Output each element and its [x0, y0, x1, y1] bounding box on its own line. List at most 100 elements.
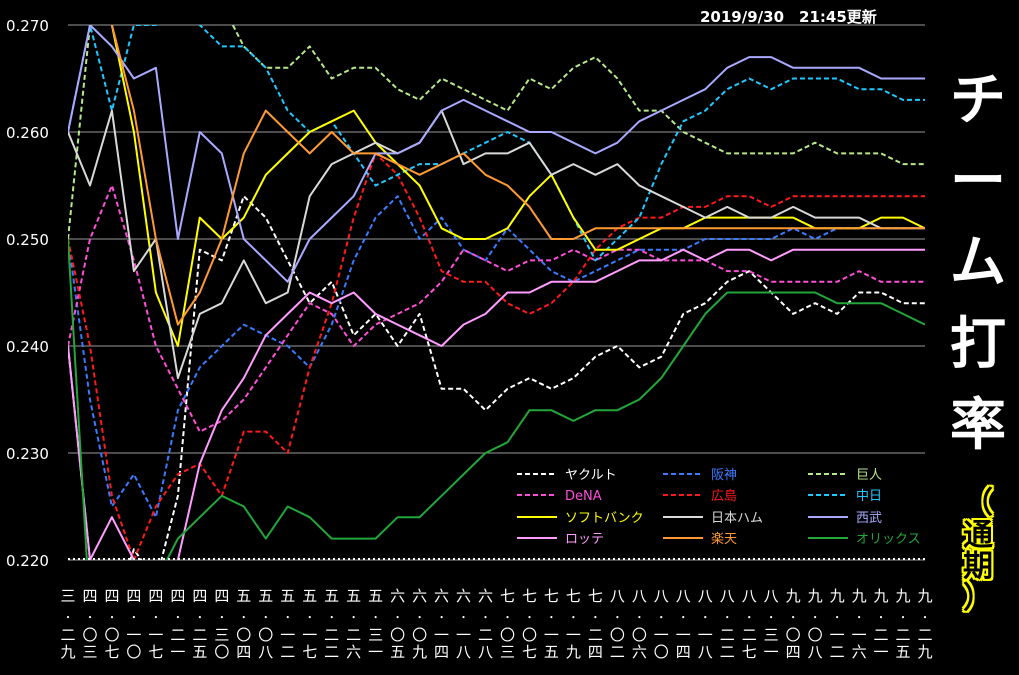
- axis-dot: [308, 558, 310, 560]
- axis-dot: [78, 558, 80, 560]
- axis-dot: [668, 558, 670, 560]
- x-tick-char: 三: [500, 643, 515, 661]
- x-tick-dot: ・: [876, 613, 886, 624]
- axis-dot: [523, 558, 525, 560]
- axis-dot: [183, 558, 185, 560]
- axis-dot: [693, 558, 695, 560]
- legend-item: DeNA: [517, 489, 602, 504]
- x-tick-char: 五: [302, 587, 317, 605]
- x-tick-char: 九: [808, 587, 823, 605]
- x-tick-char: 八: [676, 587, 691, 605]
- x-tick-label: 五・〇八: [258, 587, 273, 661]
- axis-dot: [628, 558, 630, 560]
- x-tick-label: 六・〇五: [390, 587, 405, 661]
- axis-dot: [68, 558, 70, 560]
- axis-dot: [858, 558, 860, 560]
- axis-dot: [893, 558, 895, 560]
- axis-dot: [533, 558, 535, 560]
- axis-dot: [698, 558, 700, 560]
- axis-dot: [263, 558, 265, 560]
- x-tick-dot: ・: [678, 613, 688, 624]
- series-line: [68, 152, 925, 560]
- x-tick-dot: ・: [744, 613, 754, 624]
- axis-dot: [788, 558, 790, 560]
- x-tick-char: 一: [434, 626, 449, 644]
- x-tick-label: 六・二八: [478, 587, 493, 661]
- axis-dot: [98, 558, 100, 560]
- axis-dot: [723, 558, 725, 560]
- x-tick-char: 九: [60, 643, 75, 661]
- legend-label: 広島: [711, 489, 737, 504]
- x-tick-char: 五: [368, 587, 383, 605]
- x-tick-dot: ・: [173, 613, 183, 624]
- axis-dot: [138, 558, 140, 560]
- axis-dot: [473, 558, 475, 560]
- x-tick-char: 二: [280, 643, 295, 661]
- x-tick-char: 八: [808, 643, 823, 661]
- chart-title: チ ー ム 打 率: [938, 60, 1018, 466]
- axis-dot: [438, 558, 440, 560]
- y-tick-label: 0.230: [6, 445, 49, 463]
- axis-dot: [268, 558, 270, 560]
- axis-dot: [443, 558, 445, 560]
- title-char: チ: [950, 68, 1006, 133]
- axis-dot: [413, 558, 415, 560]
- x-tick-label: 九・一六: [852, 587, 867, 661]
- axis-dot: [498, 558, 500, 560]
- x-tick-char: 九: [412, 643, 427, 661]
- x-tick-char: 二: [478, 626, 493, 644]
- x-tick-char: 一: [368, 643, 383, 661]
- x-tick-char: 七: [302, 643, 317, 661]
- x-tick-dot: ・: [788, 613, 798, 624]
- axis-dot: [188, 558, 190, 560]
- legend-item: 中日: [808, 489, 882, 504]
- x-tick-char: 〇: [82, 626, 97, 644]
- axis-dot: [923, 558, 925, 560]
- x-tick-dot: ・: [393, 613, 403, 624]
- x-tick-char: 一: [830, 626, 845, 644]
- axis-dot: [293, 558, 295, 560]
- x-tick-char: 五: [324, 587, 339, 605]
- axis-dot: [763, 558, 765, 560]
- x-tick-char: 七: [500, 587, 515, 605]
- axis-dot: [233, 558, 235, 560]
- axis-dot: [663, 558, 665, 560]
- axis-dot: [603, 558, 605, 560]
- legend-label: オリックス: [856, 532, 921, 547]
- axis-dot: [553, 558, 555, 560]
- axis-dot: [638, 558, 640, 560]
- axis-dot: [793, 558, 795, 560]
- x-tick-char: 二: [60, 626, 75, 644]
- axis-dot: [538, 558, 540, 560]
- axis-dot: [458, 558, 460, 560]
- x-tick-char: 三: [60, 587, 75, 605]
- axis-dot: [828, 558, 830, 560]
- x-tick-char: 八: [456, 643, 471, 661]
- x-tick-char: 八: [720, 587, 735, 605]
- axis-dot: [548, 558, 550, 560]
- x-tick-label: 七・一五: [544, 587, 559, 661]
- x-tick-dot: ・: [85, 613, 95, 624]
- legend-label: 楽天: [711, 531, 737, 547]
- axis-dot: [898, 558, 900, 560]
- y-tick-label: 0.270: [6, 17, 49, 35]
- title-char: ー: [950, 149, 1006, 215]
- x-tick-char: 二: [742, 626, 757, 644]
- axis-dot: [253, 558, 255, 560]
- x-tick-label: 四・〇七: [104, 587, 119, 661]
- x-tick-dot: ・: [261, 613, 271, 624]
- x-tick-char: 七: [742, 643, 757, 661]
- legend-label: ヤクルト: [565, 468, 617, 483]
- x-tick-char: 四: [236, 643, 251, 661]
- x-tick-dot: ・: [217, 613, 227, 624]
- x-tick-char: 八: [764, 587, 779, 605]
- x-tick-char: 四: [676, 643, 691, 661]
- y-tick-label: 0.240: [6, 338, 49, 356]
- x-tick-char: 四: [588, 643, 603, 661]
- x-tick-char: 五: [346, 587, 361, 605]
- x-tick-char: 〇: [258, 626, 273, 644]
- chart-subtitle: （ 通 期 ）: [948, 488, 1008, 614]
- x-tick-label: 六・一八: [456, 587, 471, 661]
- x-tick-char: 〇: [126, 643, 141, 661]
